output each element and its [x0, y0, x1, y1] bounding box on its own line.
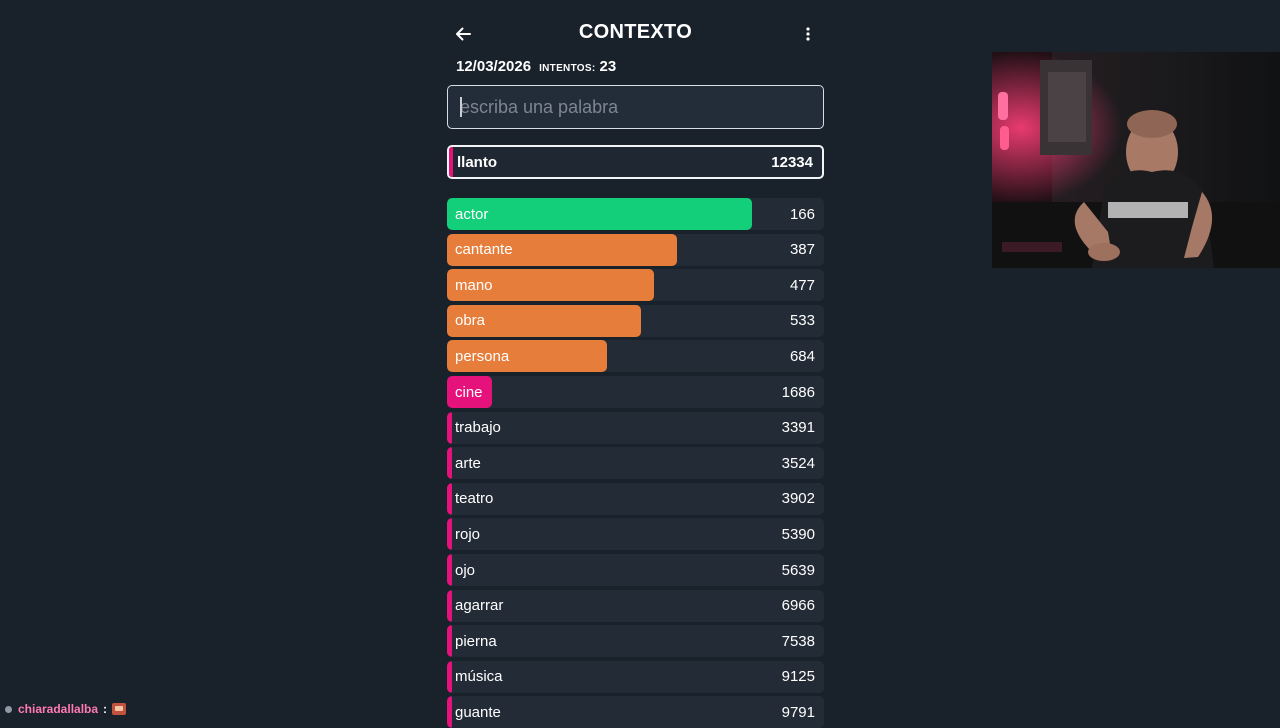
guess-rank: 1686 [781, 383, 815, 401]
search-box [447, 85, 824, 129]
guess-word: música [455, 668, 503, 686]
guess-row-agarrar[interactable]: agarrar 6966 [447, 589, 824, 622]
guess-rank: 533 [789, 312, 815, 330]
header: CONTEXTO [447, 18, 824, 50]
guess-row-guante[interactable]: guante 9791 [447, 696, 824, 728]
guess-row-trabajo[interactable]: trabajo 3391 [447, 411, 824, 444]
game-date: 12/03/2026 [456, 58, 532, 75]
guess-rank: 9791 [781, 703, 815, 721]
proximity-bar [447, 518, 452, 551]
guess-word: agarrar [455, 597, 504, 615]
guess-row-música[interactable]: música 9125 [447, 660, 824, 693]
guess-rank: 9125 [781, 668, 815, 686]
word-input[interactable] [460, 86, 823, 128]
proximity-bar [447, 304, 641, 337]
last-guess-row: llanto 12334 [447, 145, 824, 179]
proximity-bar [447, 447, 452, 480]
back-button[interactable] [451, 22, 475, 46]
guess-word: trabajo [455, 419, 501, 437]
guess-word: persona [455, 347, 510, 365]
chat-badge-icon [5, 705, 12, 713]
last-guess-rank: 12334 [771, 153, 813, 171]
guess-word: cine [455, 383, 483, 401]
contexto-app: CONTEXTO 12/03/2026 INTENTOS: 23 llanto … [447, 0, 824, 728]
last-guess-word: llanto [457, 153, 497, 171]
guess-word: mano [455, 276, 493, 294]
page-title: CONTEXTO [578, 21, 693, 43]
guess-word: arte [455, 454, 481, 472]
guess-rank: 3391 [781, 419, 815, 437]
guess-row-persona[interactable]: persona 684 [447, 340, 824, 373]
proximity-bar [447, 625, 452, 658]
guess-rank: 6966 [781, 597, 815, 615]
arrow-left-icon [456, 27, 471, 41]
streamer-video-image [992, 52, 1280, 268]
guess-row-mano[interactable]: mano 477 [447, 269, 824, 302]
guess-row-ojo[interactable]: ojo 5639 [447, 554, 824, 586]
guess-word: actor [455, 205, 489, 223]
chat-username[interactable]: chiaradallalba [18, 702, 99, 716]
guess-rank: 684 [789, 347, 815, 365]
guess-row-actor[interactable]: actor 166 [447, 198, 824, 230]
proximity-bar [447, 269, 654, 302]
guess-row-cantante[interactable]: cantante 387 [447, 233, 824, 266]
proximity-bar [447, 696, 452, 728]
guess-word: rojo [455, 525, 481, 543]
guess-rank: 5390 [781, 525, 815, 543]
guess-row-rojo[interactable]: rojo 5390 [447, 518, 824, 551]
kebab-menu-icon [806, 27, 810, 41]
guess-word: ojo [455, 561, 476, 579]
proximity-bar [447, 482, 452, 515]
tries-count: 23 [599, 58, 617, 75]
guess-rank: 7538 [781, 632, 815, 650]
guess-word: teatro [455, 490, 494, 508]
menu-button[interactable] [796, 22, 820, 46]
guess-row-cine[interactable]: cine 1686 [447, 376, 824, 408]
proximity-bar [447, 198, 752, 230]
guess-row-pierna[interactable]: pierna 7538 [447, 625, 824, 658]
guess-rank: 5639 [781, 561, 815, 579]
proximity-bar [447, 589, 452, 622]
guess-rank: 3902 [781, 490, 815, 508]
chat-separator: : [103, 702, 108, 716]
chat-message: chiaradallalba : [4, 701, 127, 717]
guess-word: obra [455, 312, 486, 330]
guess-row-teatro[interactable]: teatro 3902 [447, 482, 824, 515]
guess-row-obra[interactable]: obra 533 [447, 304, 824, 337]
proximity-bar [447, 411, 452, 444]
guess-word: guante [455, 703, 501, 721]
last-guess-bar [449, 147, 453, 177]
proximity-bar [447, 340, 607, 373]
proximity-bar [447, 554, 452, 586]
guess-row-arte[interactable]: arte 3524 [447, 447, 824, 480]
guess-rank: 387 [789, 241, 815, 259]
guess-word: cantante [455, 241, 513, 259]
guess-rank: 3524 [781, 454, 815, 472]
guess-rank: 477 [789, 276, 815, 294]
text-caret [460, 97, 462, 117]
proximity-bar [447, 660, 452, 693]
emote-icon [112, 703, 127, 715]
proximity-bar [447, 376, 492, 408]
tries-label: INTENTOS: [539, 63, 596, 74]
proximity-bar [447, 233, 677, 266]
webcam-feed [992, 52, 1280, 268]
guess-rank: 166 [789, 205, 815, 223]
game-info: 12/03/2026 INTENTOS: 23 [456, 58, 616, 78]
guess-word: pierna [455, 632, 497, 650]
